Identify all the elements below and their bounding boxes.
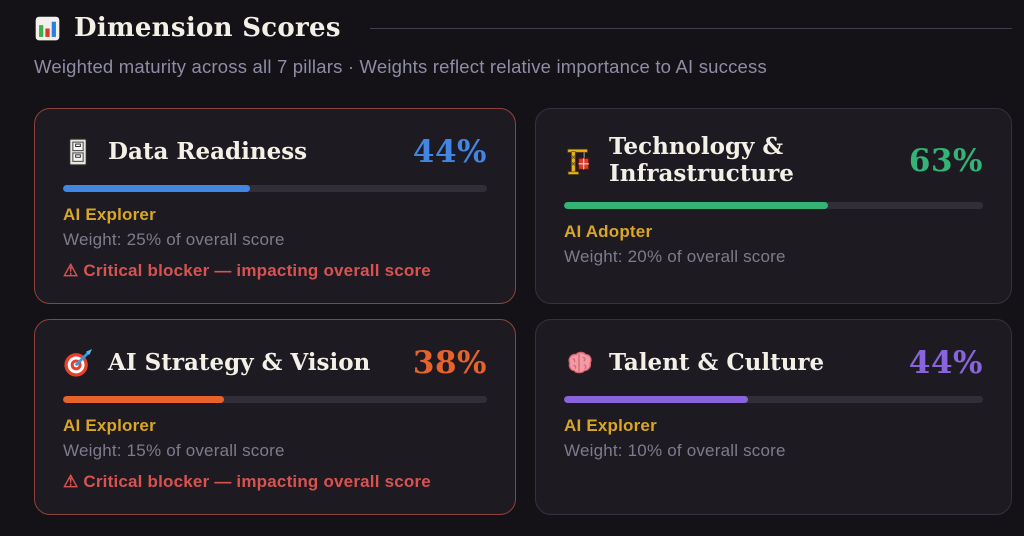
progress-bar [564,202,983,210]
card-title: Talent & Culture [609,348,825,376]
construction-crane-icon [567,148,590,175]
progress-fill [63,396,225,403]
maturity-level: AI Explorer [564,416,657,435]
card-header: Technology & Infrastructure 63% [564,133,983,187]
progress-fill [63,185,250,192]
card-header: Data Readiness 44% [63,134,487,170]
page-title: Dimension Scores [74,13,341,43]
progress-bar [63,396,487,403]
maturity-level: AI Explorer [63,205,156,224]
critical-blocker: ⚠ Critical blocker — impacting overall s… [63,472,431,491]
weight-label: Weight: 15% of overall score [63,441,285,460]
page-subtitle: Weighted maturity across all 7 pillars ·… [34,56,767,77]
progress-bar [63,185,487,192]
card-title: Data Readiness [108,137,308,165]
section-header: Dimension Scores [34,13,1012,43]
progress-bar [564,396,983,403]
weight-label: Weight: 25% of overall score [63,230,285,249]
card-data-readiness: Data Readiness 44% AI Explorer Weight: 2… [34,108,516,304]
maturity-level: AI Adopter [564,222,653,242]
weight-label: Weight: 10% of overall score [564,441,786,460]
card-title: AI Strategy & Vision [108,348,371,376]
card-title: Technology & Infrastructure [609,133,794,187]
file-cabinet-icon [68,138,88,166]
dimension-cards-grid: Data Readiness 44% AI Explorer Weight: 2… [34,108,1012,515]
score-value: 44% [412,134,487,170]
target-icon [64,348,93,377]
score-value: 63% [908,142,983,179]
card-header: AI Strategy & Vision 38% [63,345,487,381]
maturity-level: AI Explorer [63,416,156,435]
card-header: Talent & Culture 44% [564,345,983,381]
header-divider [369,27,1012,29]
weight-label: Weight: 20% of overall score [564,247,786,267]
progress-fill [564,396,749,403]
score-value: 44% [908,345,983,381]
bar-chart-icon [35,16,60,40]
progress-fill [564,202,828,210]
card-technology-infrastructure: Technology & Infrastructure 63% AI Adopt… [535,108,1012,304]
score-value: 38% [412,345,487,381]
card-talent-culture: Talent & Culture 44% AI Explorer Weight:… [535,319,1012,515]
brain-icon [568,351,592,374]
card-ai-strategy-vision: AI Strategy & Vision 38% AI Explorer Wei… [34,319,516,515]
critical-blocker: ⚠ Critical blocker — impacting overall s… [63,261,431,280]
dimension-scores-section: Dimension Scores Weighted maturity acros… [34,13,1012,515]
